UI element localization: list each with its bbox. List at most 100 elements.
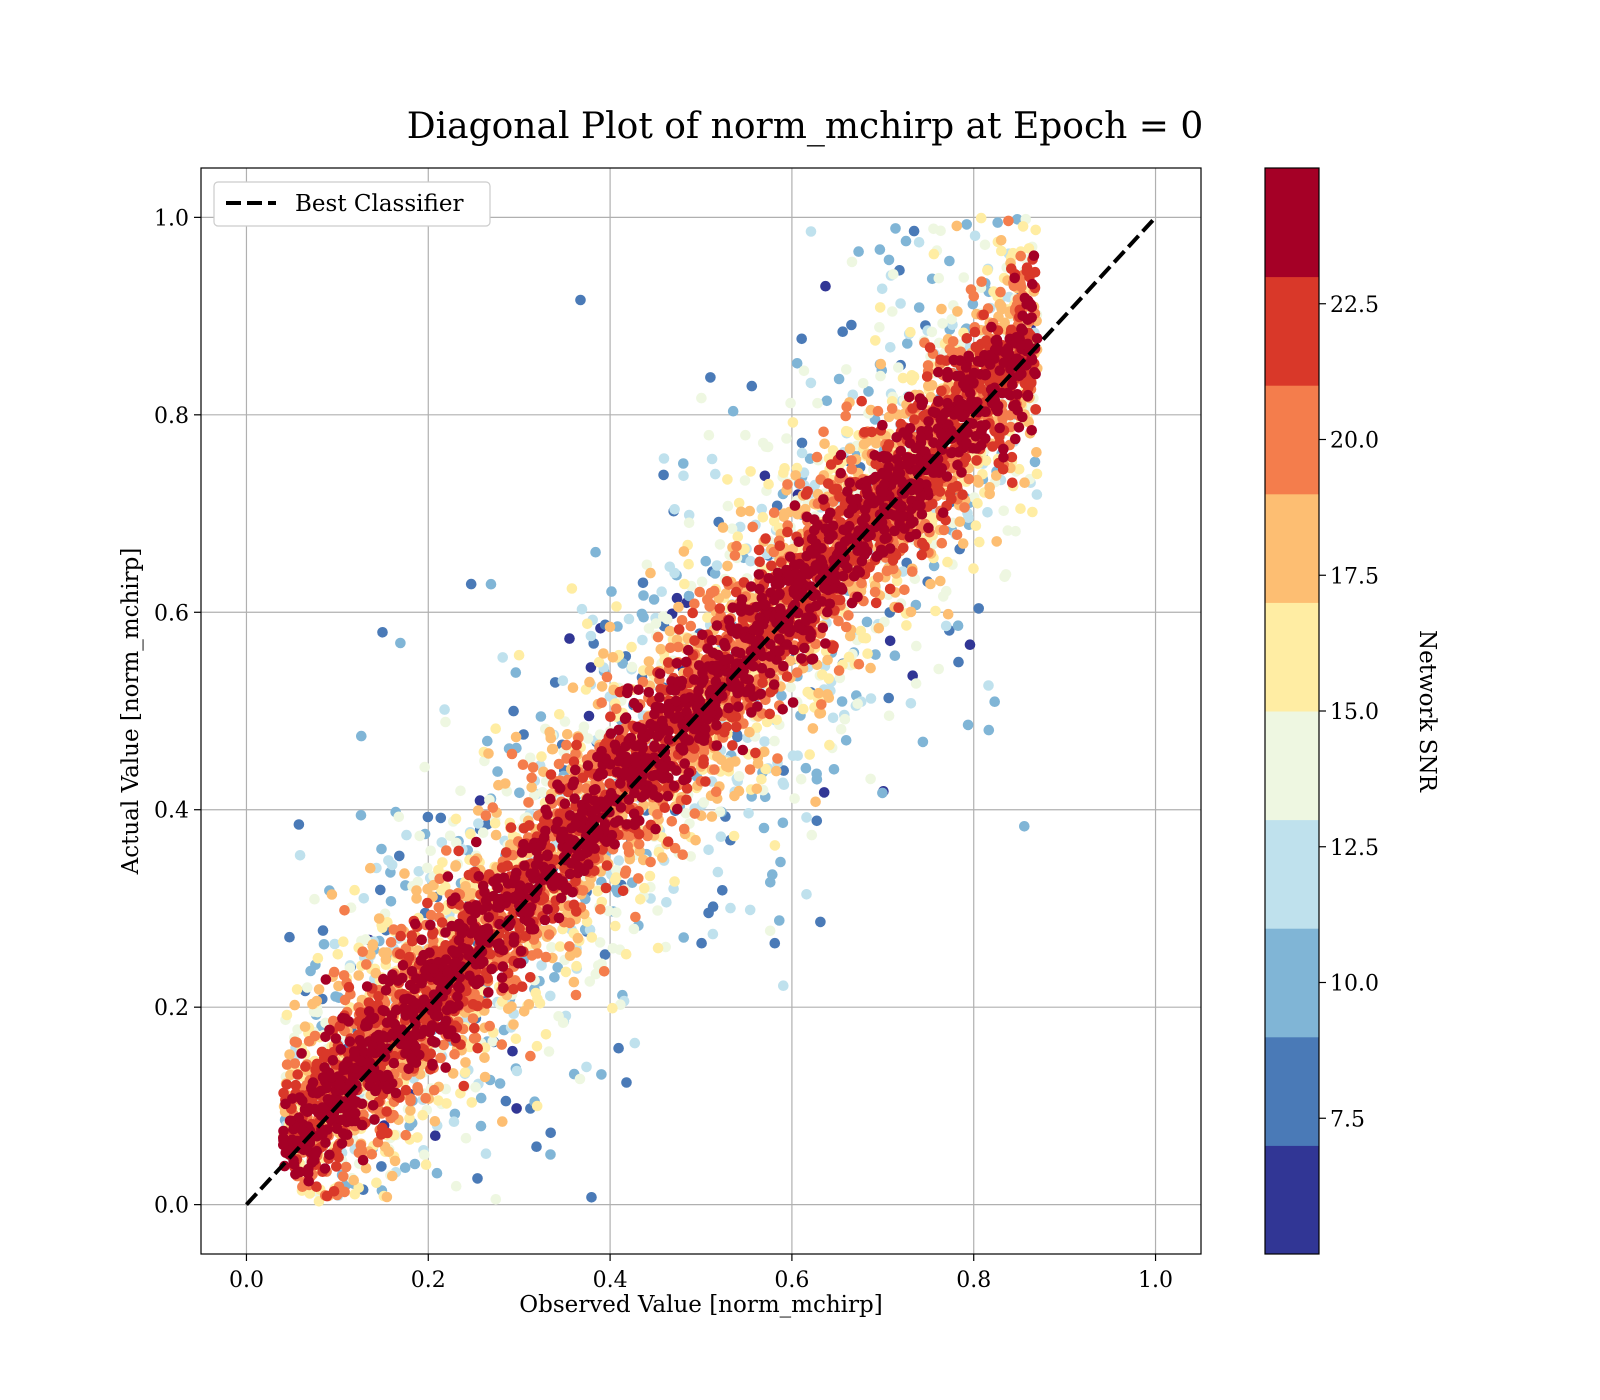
scatter-point xyxy=(427,929,438,940)
scatter-point xyxy=(537,787,548,798)
scatter-point xyxy=(752,758,764,769)
scatter-point xyxy=(570,989,582,1001)
scatter-point xyxy=(439,704,450,715)
scatter-point xyxy=(405,1105,416,1116)
scatter-point xyxy=(870,335,881,346)
scatter-point xyxy=(905,698,917,709)
scatter-point xyxy=(889,650,901,661)
scatter-point xyxy=(745,466,756,477)
scatter-point xyxy=(281,1009,293,1021)
scatter-point xyxy=(833,665,845,676)
scatter-point xyxy=(865,693,877,704)
scatter-point xyxy=(928,223,939,235)
scatter-point xyxy=(465,578,477,590)
scatter-point xyxy=(952,306,963,317)
scatter-point xyxy=(360,1162,372,1174)
scatter-point xyxy=(339,994,351,1006)
scatter-point xyxy=(769,735,780,747)
scatter-point xyxy=(545,769,557,780)
scatter-point xyxy=(540,951,552,963)
scatter-point xyxy=(511,1103,522,1114)
scatter-point xyxy=(1031,447,1042,458)
scatter-point xyxy=(581,1061,592,1073)
scatter-point xyxy=(662,836,674,847)
scatter-point xyxy=(759,470,771,482)
scatter-point xyxy=(689,598,700,610)
scatter-point xyxy=(999,317,1010,329)
scatter-point xyxy=(490,723,502,734)
scatter-point xyxy=(933,663,944,675)
scatter-point xyxy=(552,962,563,973)
scatter-point xyxy=(381,1106,393,1117)
scatter-point xyxy=(685,620,697,632)
scatter-point xyxy=(861,436,872,448)
scatter-point xyxy=(827,712,839,724)
scatter-point xyxy=(905,326,916,338)
scatter-point xyxy=(479,1052,490,1063)
scatter-point xyxy=(899,584,910,596)
scatter-point xyxy=(546,942,557,953)
scatter-point xyxy=(395,930,407,942)
scatter-point xyxy=(696,937,707,949)
scatter-point xyxy=(514,787,525,799)
scatter-point xyxy=(1017,221,1029,232)
scatter-point xyxy=(399,1162,411,1173)
chart-title: Diagonal Plot of norm_mchirp at Epoch = … xyxy=(407,106,1204,147)
scatter-point xyxy=(344,962,356,974)
scatter-point xyxy=(823,692,835,703)
scatter-point xyxy=(895,298,906,309)
scatter-point xyxy=(535,711,547,722)
scatter-point xyxy=(611,703,622,715)
scatter-point xyxy=(944,255,955,267)
scatter-point xyxy=(940,620,952,632)
scatter-point xyxy=(652,905,663,916)
scatter-point xyxy=(952,620,964,631)
scatter-point xyxy=(584,676,595,688)
scatter-point xyxy=(450,1180,462,1192)
scatter-point xyxy=(610,872,622,883)
scatter-point xyxy=(819,438,830,450)
scatter-point xyxy=(883,692,894,704)
scatter-point xyxy=(877,787,888,799)
scatter-point xyxy=(884,583,896,595)
scatter-point xyxy=(678,932,689,943)
scatter-point xyxy=(769,937,781,949)
scatter-point xyxy=(377,627,388,638)
scatter-point xyxy=(508,705,519,717)
scatter-point xyxy=(954,516,966,527)
scatter-point xyxy=(289,1058,301,1069)
scatter-point xyxy=(722,560,733,572)
scatter-point xyxy=(744,904,756,916)
scatter-point xyxy=(717,885,728,896)
scatter-point xyxy=(732,531,744,542)
scatter-point xyxy=(400,1084,412,1096)
scatter-point xyxy=(968,290,980,302)
scatter-point xyxy=(523,797,534,808)
scatter-point xyxy=(404,1112,415,1124)
scatter-point xyxy=(703,844,714,856)
scatter-point xyxy=(531,1100,543,1112)
scatter-point xyxy=(449,1108,461,1120)
scatter-point xyxy=(596,681,608,692)
scatter-point xyxy=(460,1132,472,1144)
scatter-point xyxy=(768,515,780,527)
scatter-point xyxy=(683,558,694,570)
scatter-point xyxy=(757,512,769,523)
scatter-point xyxy=(574,1073,586,1085)
scatter-point xyxy=(545,732,557,744)
scatter-point xyxy=(373,913,385,924)
scatter-point xyxy=(907,403,918,414)
scatter-point xyxy=(833,373,845,385)
scatter-point xyxy=(690,834,701,846)
scatter-point xyxy=(910,678,922,689)
scatter-point xyxy=(317,925,329,936)
scatter-point xyxy=(401,829,412,841)
scatter-point xyxy=(414,830,426,842)
scatter-point xyxy=(630,911,641,923)
scatter-point xyxy=(448,1116,460,1127)
scatter-point xyxy=(733,771,745,782)
scatter-point xyxy=(460,881,471,892)
scatter-point xyxy=(440,716,451,728)
scatter-point xyxy=(796,437,808,449)
scatter-point xyxy=(1027,506,1038,518)
